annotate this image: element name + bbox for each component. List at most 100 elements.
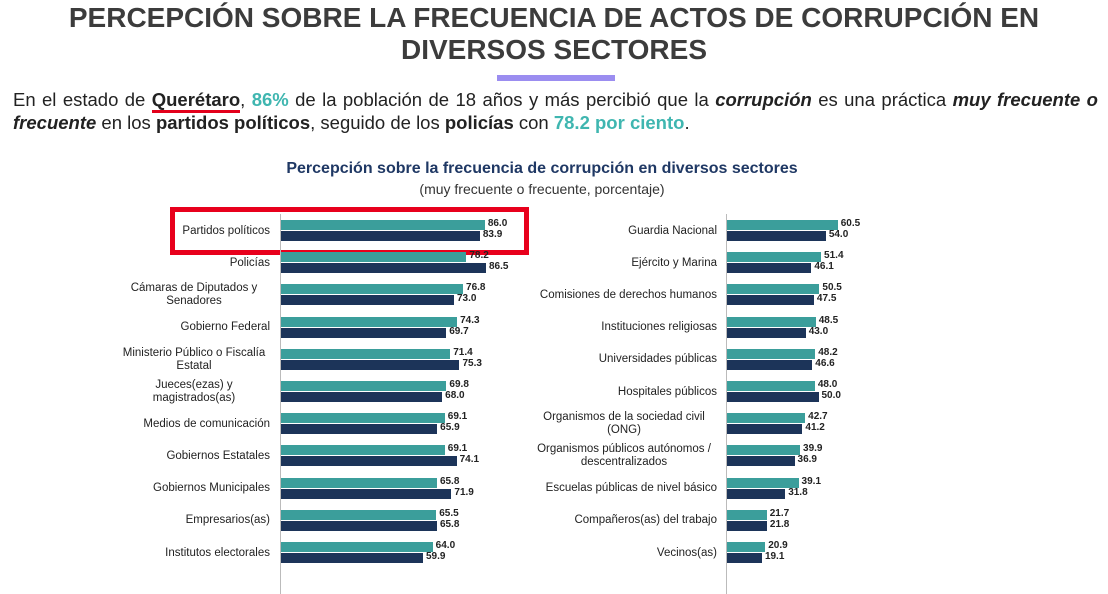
- bar: [727, 392, 819, 402]
- category-text: Escuelas públicas de nivel básico: [545, 482, 717, 495]
- page-title: PERCEPCIÓN SOBRE LA FRECUENCIA DE ACTOS …: [68, 2, 1040, 65]
- value-label: 47.5: [816, 293, 837, 305]
- value-label: 20.9: [768, 540, 788, 551]
- value-label: 75.3: [462, 357, 482, 369]
- value-label: 19.1: [764, 551, 785, 562]
- summary: En el estado de Querétaro, 86% de la pob…: [13, 88, 1098, 134]
- bar: [727, 456, 795, 467]
- category-text: Compañeros(as) del trabajo: [574, 514, 717, 527]
- value-label: 21.7: [769, 507, 790, 519]
- bar: [281, 231, 480, 241]
- bar: [727, 424, 803, 435]
- value-label: 71.4: [453, 346, 473, 358]
- bar: [281, 284, 464, 295]
- bar: [281, 327, 447, 338]
- text: con: [513, 112, 554, 133]
- bar: [727, 509, 767, 520]
- category-text: Ejército y Marina: [631, 256, 717, 269]
- bar: [281, 359, 460, 370]
- category-label: Empresarios(as): [10, 508, 270, 534]
- bar: [281, 220, 485, 230]
- value-label: 86.0: [487, 218, 508, 229]
- value-label: 59.9: [425, 551, 446, 562]
- value-label: 46.6: [815, 357, 835, 369]
- bar: [727, 359, 813, 370]
- value-label: 60.5: [840, 218, 861, 229]
- text: En el estado de: [13, 89, 152, 110]
- accent-bar: [497, 75, 615, 81]
- category-label: Ministerio Público o Fiscalía Estatal: [10, 347, 270, 373]
- category-label: Partidos políticos: [10, 218, 270, 244]
- text: en los: [96, 112, 156, 133]
- value-label: 86.5: [489, 261, 509, 273]
- bar: [281, 520, 437, 531]
- category-label: Gobiernos Estatales: [10, 443, 270, 469]
- category-label: Hospitales públicos: [457, 379, 717, 405]
- value-label: 54.0: [828, 229, 849, 240]
- chart-subtitle: (muy frecuente o frecuente, porcentaje): [419, 181, 665, 197]
- bar: [727, 520, 767, 531]
- value-label: 71.9: [454, 486, 474, 498]
- category-text: Gobiernos Municipales: [153, 482, 270, 495]
- bar: [281, 553, 423, 563]
- value-label: 50.0: [821, 390, 841, 401]
- bar: [281, 252, 467, 263]
- category-label: Comisiones de derechos humanos: [457, 282, 717, 308]
- category-text: Comisiones de derechos humanos: [539, 288, 717, 301]
- text: ,: [240, 89, 252, 110]
- axis-line: [726, 214, 727, 594]
- category-label: Organismos públicos autónomos / descentr…: [457, 443, 717, 469]
- bar: [281, 348, 451, 359]
- bar: [281, 488, 452, 499]
- category-text: Ministerio Público o Fiscalía Estatal: [122, 346, 266, 372]
- bar: [727, 316, 816, 327]
- bar: [281, 381, 447, 391]
- value-label: 74.1: [459, 454, 480, 466]
- value-label: 43.0: [808, 325, 829, 337]
- value-label: 65.5: [439, 507, 459, 519]
- category-label: Gobiernos Municipales: [10, 476, 270, 502]
- bar: [281, 263, 486, 274]
- text: 78.2 por ciento: [553, 112, 685, 133]
- category-text: Partidos políticos: [182, 224, 270, 237]
- category-label: Instituciones religiosas: [457, 315, 717, 341]
- text: corrupción: [715, 89, 812, 110]
- bar: [281, 295, 454, 306]
- value-label: 69.8: [449, 379, 469, 390]
- category-text: Guardia Nacional: [628, 224, 717, 237]
- value-label: 69.7: [449, 325, 469, 337]
- bar: [727, 231, 826, 241]
- category-text: Organismos públicos autónomos / descentr…: [537, 443, 711, 469]
- text: es una práctica: [811, 89, 953, 110]
- category-label: Gobierno Federal: [10, 315, 271, 341]
- category-label: Policías: [10, 250, 270, 276]
- value-label: 65.8: [439, 518, 460, 530]
- category-text: Medios de comunicación: [143, 417, 270, 430]
- bar: [727, 477, 799, 488]
- title-box: PERCEPCIÓN SOBRE LA FRECUENCIA DE ACTOS …: [0, 2, 1108, 66]
- bar: [281, 413, 445, 424]
- bar: [281, 392, 443, 402]
- value-label: 78.2: [469, 250, 489, 262]
- bar: [727, 553, 762, 563]
- value-label: 48.0: [817, 379, 838, 390]
- value-label: 48.5: [818, 314, 839, 326]
- bar: [727, 252, 822, 263]
- bar: [727, 445, 801, 456]
- value-label: 41.2: [805, 422, 825, 434]
- bar: [727, 263, 812, 274]
- category-text: Jueces(ezas) y magistrados(as): [152, 379, 236, 404]
- value-label: 48.2: [818, 346, 838, 358]
- bar: [727, 348, 816, 359]
- category-label: Institutos electorales: [10, 540, 270, 566]
- value-label: 73.0: [457, 293, 477, 305]
- category-text: Empresarios(as): [185, 514, 270, 527]
- value-label: 50.5: [822, 282, 842, 294]
- category-text: Cámaras de Diputados y Senadores: [130, 282, 258, 308]
- text: 86%: [251, 89, 289, 110]
- bar: [281, 509, 437, 520]
- category-text: Institutos electorales: [165, 546, 270, 559]
- category-label: Ejército y Marina: [457, 250, 717, 276]
- category-label: Cámaras de Diputados y Senadores: [10, 282, 270, 308]
